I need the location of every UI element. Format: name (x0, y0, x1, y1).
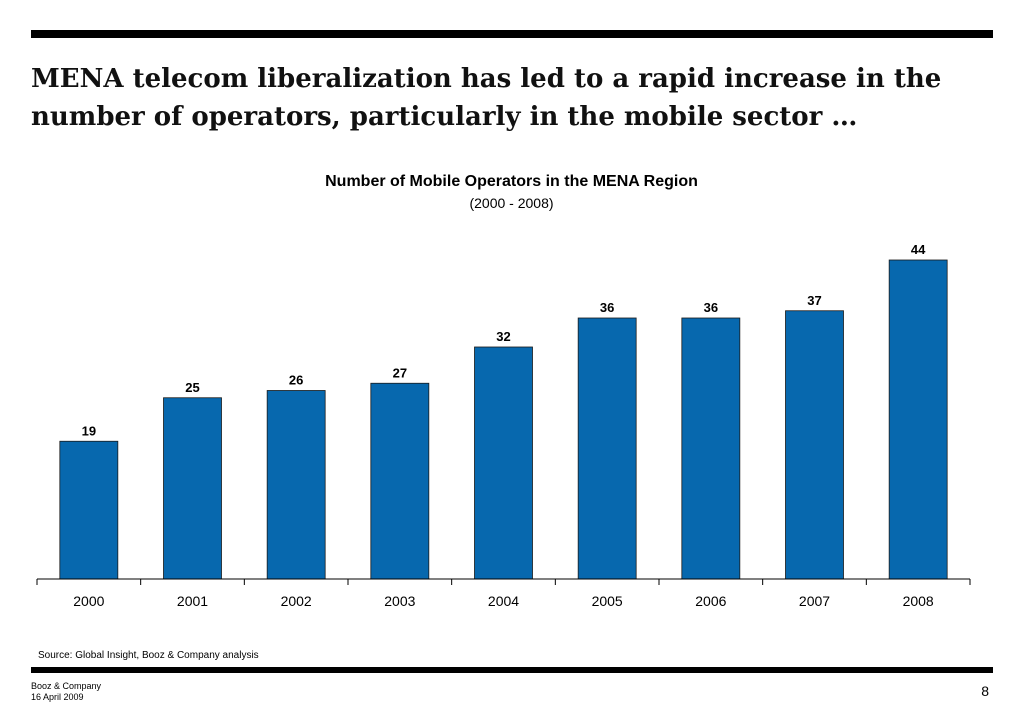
bar-2006 (681, 317, 741, 580)
x-tick-label-2000: 2000 (73, 593, 104, 609)
bar-2001 (163, 397, 222, 580)
x-tick-label-2008: 2008 (903, 593, 934, 609)
slide-headline: MENA telecom liberalization has led to a… (31, 64, 942, 132)
bar-2005 (577, 317, 637, 580)
bar-2000 (59, 440, 119, 580)
value-label-2001: 25 (185, 380, 199, 395)
bottom-rule (31, 667, 993, 673)
value-label-2005: 36 (600, 300, 614, 315)
x-tick-label-2005: 2005 (592, 593, 623, 609)
chart-title: Number of Mobile Operators in the MENA R… (325, 173, 698, 190)
value-label-2007: 37 (807, 293, 821, 308)
x-tick-label-2003: 2003 (384, 593, 415, 609)
bar-2008 (888, 259, 948, 580)
value-label-2000: 19 (82, 423, 96, 438)
bar-2007 (785, 310, 844, 580)
value-label-2002: 26 (289, 373, 303, 388)
x-tick-label-2001: 2001 (177, 593, 208, 609)
x-tick-label-2007: 2007 (799, 593, 830, 609)
source-note: Source: Global Insight, Booz & Company a… (38, 650, 259, 661)
x-axis (36, 578, 971, 585)
x-tick-label-2004: 2004 (488, 593, 519, 609)
x-tick-label-2006: 2006 (695, 593, 726, 609)
chart-subtitle: (2000 - 2008) (469, 195, 554, 211)
value-label-2003: 27 (393, 365, 407, 380)
value-label-2008: 44 (911, 242, 926, 257)
value-labels-group: 19 25 26 27 32 36 36 37 44 (82, 242, 927, 438)
footer-date: 16 April 2009 (31, 692, 84, 702)
value-label-2004: 32 (496, 329, 510, 344)
bars-group (59, 259, 948, 580)
bar-2002 (266, 390, 326, 580)
bar-2004 (474, 346, 533, 580)
top-rule (31, 30, 993, 38)
x-tick-labels-group: 2000 2001 2002 2003 2004 2005 2006 2007 2008 (73, 593, 934, 609)
footer-company: Booz & Company (31, 681, 102, 691)
page-number: 8 (981, 683, 989, 699)
value-label-2006: 36 (704, 300, 718, 315)
x-tick-label-2002: 2002 (281, 593, 312, 609)
bar-2003 (370, 382, 430, 580)
